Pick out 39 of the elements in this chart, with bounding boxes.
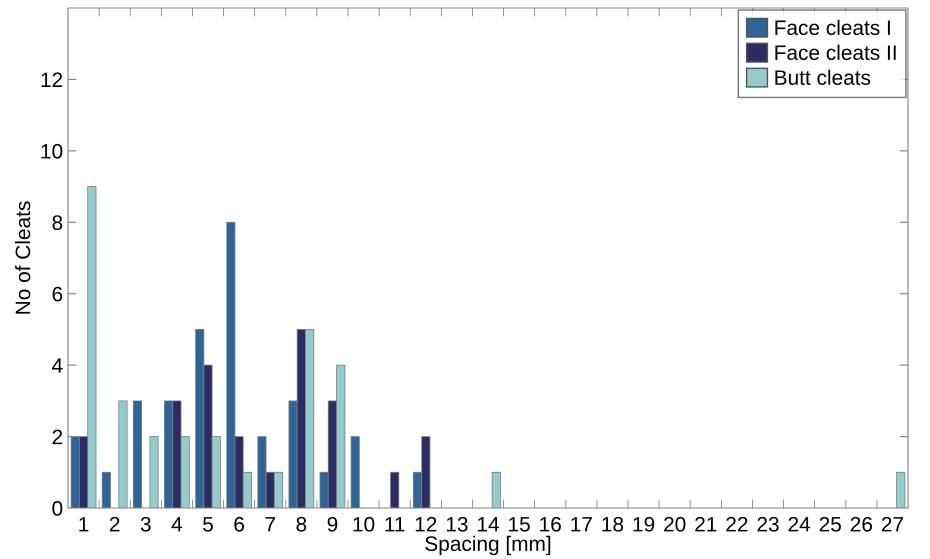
x-tick-label: 22 — [726, 516, 748, 532]
x-axis-title: Spacing [mm] — [425, 536, 550, 556]
x-tick-label: 13 — [446, 516, 468, 532]
y-tick-label: 0 — [52, 501, 62, 516]
x-tick-label: 5 — [203, 517, 213, 532]
x-tick-label: 1 — [79, 517, 88, 532]
x-tick-label: 12 — [416, 516, 436, 532]
x-tick-label: 19 — [634, 516, 654, 532]
x-tick-label: 7 — [265, 517, 275, 532]
x-tick-label: 17 — [571, 517, 592, 532]
x-tick-label: 16 — [540, 516, 561, 532]
x-tick-label: 6 — [234, 516, 244, 532]
x-tick-label: 2 — [110, 516, 120, 532]
x-tick-label: 11 — [385, 517, 404, 532]
x-tick-label: 15 — [509, 517, 530, 532]
x-tick-label: 8 — [296, 516, 306, 532]
y-tick-label: 12 — [42, 72, 62, 87]
legend-label: Face cleats I — [775, 20, 890, 36]
x-tick-label: 27 — [882, 516, 903, 532]
x-tick-label: 3 — [140, 516, 151, 532]
x-tick-label: 10 — [354, 516, 374, 532]
legend-label: Butt cleats — [775, 70, 870, 85]
x-tick-label: 23 — [757, 516, 779, 532]
x-tick-label: 26 — [850, 516, 872, 532]
y-tick-label: 4 — [52, 358, 63, 373]
x-tick-label: 20 — [664, 516, 686, 532]
x-tick-label: 25 — [820, 516, 841, 532]
y-tick-label: 2 — [52, 430, 62, 444]
y-tick-label: 10 — [42, 144, 62, 159]
y-tick-label: 8 — [52, 215, 62, 230]
legend-label: Face cleats II — [775, 44, 896, 60]
x-tick-label: 18 — [602, 516, 624, 532]
x-tick-label: 24 — [788, 516, 810, 532]
y-axis-title: No of Cleats — [14, 201, 30, 314]
y-tick-label: 6 — [52, 286, 62, 302]
x-tick-label: 9 — [328, 516, 338, 532]
x-tick-label: 4 — [172, 517, 182, 532]
x-tick-label: 14 — [478, 517, 499, 532]
x-tick-label: 21 — [695, 516, 716, 532]
